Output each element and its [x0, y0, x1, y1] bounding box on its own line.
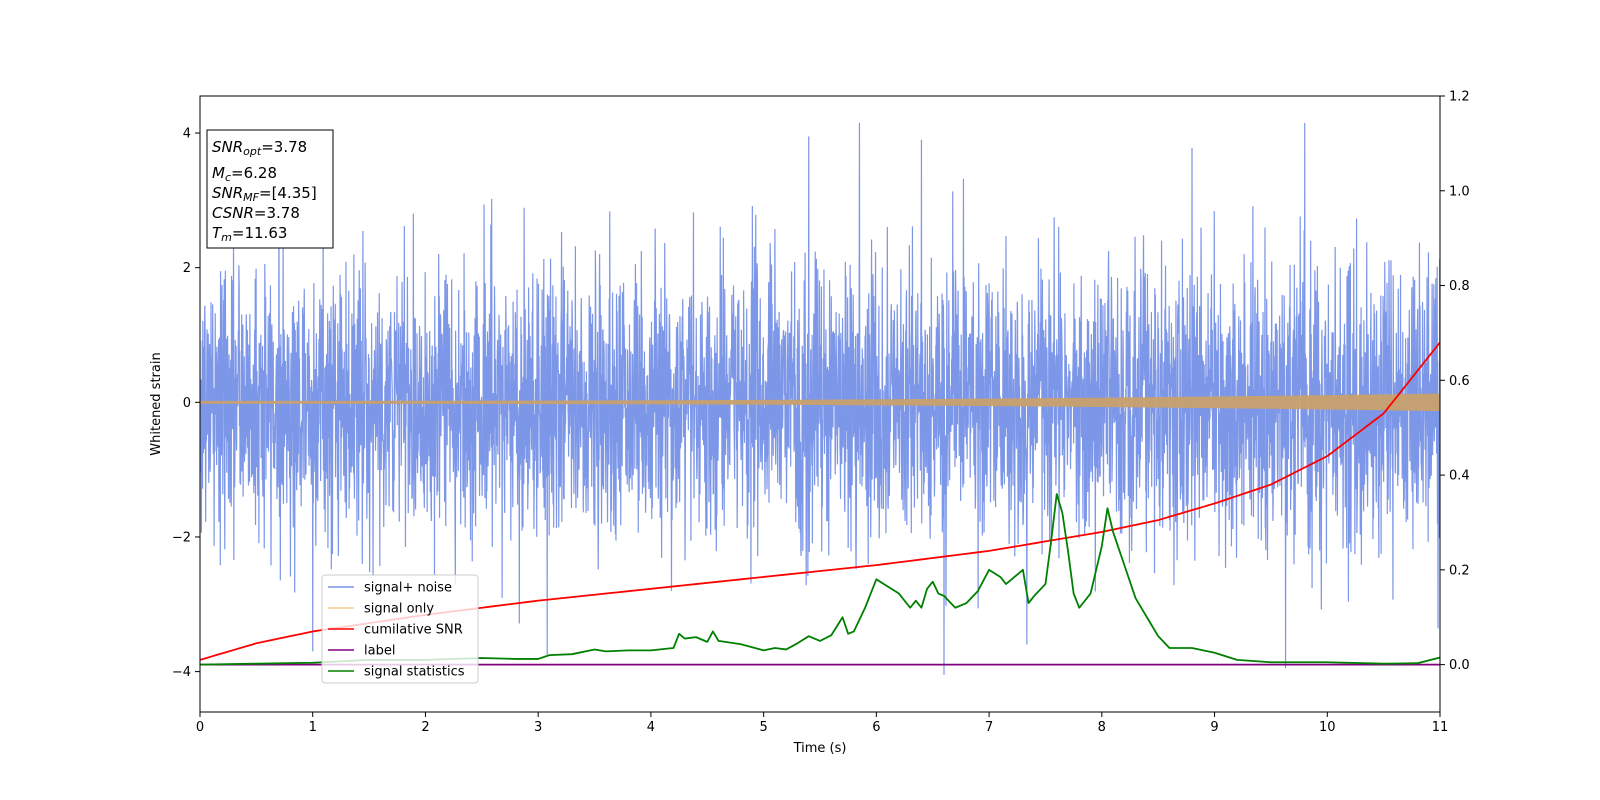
- y-left-tick-label: 2: [183, 261, 191, 276]
- x-tick-label: 1: [309, 720, 317, 735]
- y-axis-right: 0.0 0.2 0.4 0.6 0.8 1.0 1.2: [1440, 90, 1470, 673]
- y-right-tick-label: 0.4: [1449, 469, 1470, 484]
- stat-tm-sub: m: [221, 231, 232, 244]
- y-right-tick-label: 0.0: [1449, 658, 1470, 673]
- legend-entry-signal-only: signal only: [364, 602, 434, 617]
- legend-frame: [321, 574, 479, 684]
- legend-entry-label: label: [364, 644, 395, 659]
- x-tick-label: 3: [534, 720, 542, 735]
- stat-mc-symbol: M: [212, 164, 225, 182]
- y-axis-left: −4 −2 0 2 4: [172, 127, 200, 680]
- legend: signal+ noise signal only cumilative SNR la…: [321, 574, 479, 684]
- stat-snr-opt: SNRopt=3.78: [212, 138, 307, 158]
- x-tick-label: 5: [759, 720, 767, 735]
- stat-csnr-symbol: CSNR: [212, 204, 254, 222]
- stat-mc: Mc=6.28: [212, 164, 277, 184]
- y-left-tick-label: 0: [183, 396, 191, 411]
- x-tick-label: 2: [421, 720, 429, 735]
- x-tick-label: 8: [1098, 720, 1106, 735]
- stat-snr-opt-symbol: SNR: [212, 138, 243, 156]
- x-tick-label: 0: [196, 720, 204, 735]
- y-axis-label: Whitened strain: [149, 352, 164, 455]
- y-right-tick-label: 1.2: [1449, 90, 1470, 105]
- stat-snr-mf: SNRMF=[4.35]: [212, 184, 317, 204]
- x-tick-label: 11: [1432, 720, 1449, 735]
- plot-frame: [199, 95, 1441, 713]
- legend-entry-signal-noise: signal+ noise: [364, 581, 452, 596]
- y-right-tick-label: 1.0: [1449, 184, 1470, 199]
- x-axis: 0 1 2 3 4 5 6 7 8 9 10 11: [196, 712, 1448, 735]
- stat-snr-mf-value: =[4.35]: [259, 184, 317, 202]
- stat-tm-value: =11.63: [232, 224, 288, 242]
- stat-snr-opt-value: =3.78: [261, 138, 307, 156]
- stat-csnr-value: =3.78: [254, 204, 300, 222]
- stat-snr-mf-symbol: SNR: [212, 184, 243, 202]
- stat-tm: Tm=11.63: [212, 224, 287, 244]
- legend-entry-cumulative-snr: cumilative SNR: [364, 623, 463, 638]
- y-left-tick-label: 4: [183, 127, 191, 142]
- y-left-tick-label: −2: [172, 530, 191, 545]
- y-left-tick-label: −4: [172, 665, 191, 680]
- series-signal-statistics: [200, 493, 1440, 666]
- x-tick-label: 4: [647, 720, 655, 735]
- x-tick-label: 6: [872, 720, 880, 735]
- stat-snr-opt-sub: opt: [243, 145, 262, 158]
- y-right-tick-label: 0.2: [1449, 563, 1470, 578]
- stat-snr-mf-sub: MF: [243, 191, 259, 204]
- series-signal-only: [200, 393, 1440, 412]
- stats-box-frame: [206, 129, 334, 249]
- stat-mc-sub: c: [225, 171, 231, 184]
- series-signal-noise: [200, 122, 1440, 675]
- y-right-tick-label: 0.6: [1449, 374, 1470, 389]
- stat-tm-symbol: T: [212, 224, 223, 242]
- stat-csnr: CSNR=3.78: [212, 204, 300, 222]
- legend-entry-signal-statistics: signal statistics: [364, 665, 465, 680]
- stat-mc-value: =6.28: [231, 164, 277, 182]
- x-tick-label: 10: [1319, 720, 1336, 735]
- stats-box: SNRopt=3.78 Mc=6.28 SNRMF=[4.35] CSNR=3.…: [206, 129, 334, 249]
- x-axis-label: Time (s): [793, 741, 847, 756]
- x-tick-label: 7: [985, 720, 993, 735]
- x-tick-label: 9: [1210, 720, 1218, 735]
- y-right-tick-label: 0.8: [1449, 279, 1470, 294]
